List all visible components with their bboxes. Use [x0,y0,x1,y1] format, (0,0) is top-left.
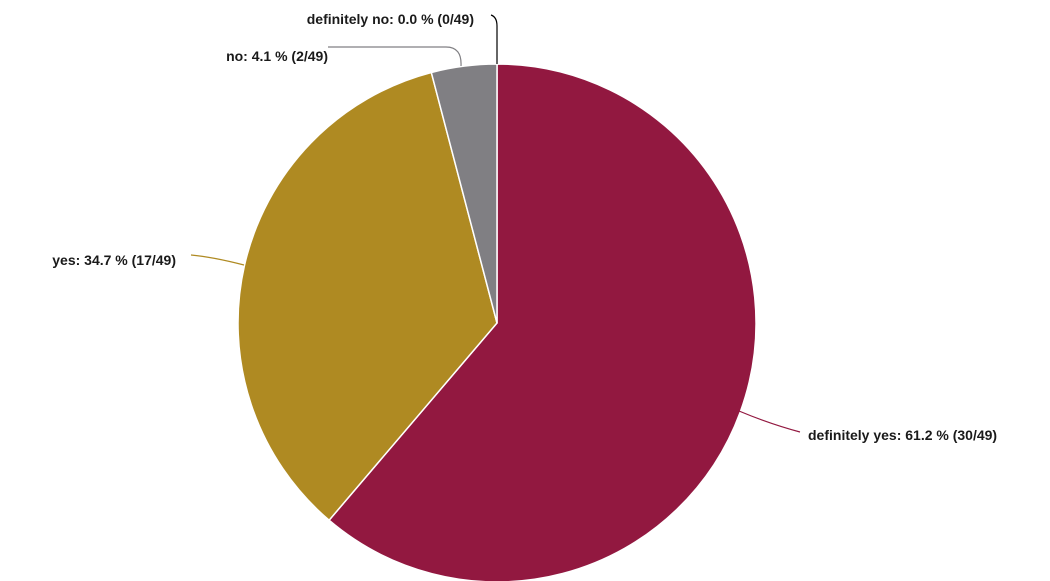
slice-label-definitely-no: definitely no: 0.0 % (0/49) [307,11,474,27]
slice-label-definitely-yes: definitely yes: 61.2 % (30/49) [808,427,997,443]
leader-line-yes [190,254,245,266]
leader-line-definitely-yes [738,410,801,433]
slice-label-yes: yes: 34.7 % (17/49) [52,252,176,268]
slice-labels: definitely yes: 61.2 % (30/49) yes: 34.7… [52,11,997,443]
label-leader-lines [190,14,801,433]
pie-slice-yes [237,71,498,522]
leader-line-no [328,46,462,67]
leader-line-definitely-no [490,14,498,64]
slice-label-no: no: 4.1 % (2/49) [226,48,328,64]
pie-slice-definitely-yes [328,63,757,581]
pie-slices [237,63,757,581]
